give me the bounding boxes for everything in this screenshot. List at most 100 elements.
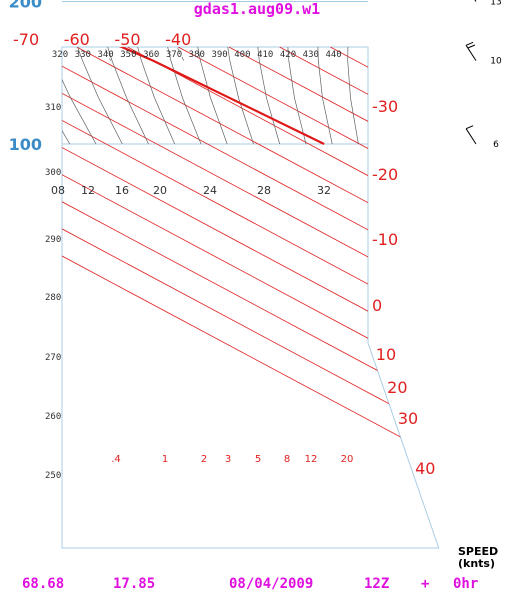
top-isotherm-label: -50 <box>114 30 140 49</box>
dry-adiabat <box>189 47 331 145</box>
isotherm <box>76 47 439 548</box>
isotherm <box>62 47 439 548</box>
dry-adiabat <box>406 47 439 145</box>
theta-top-label: 380 <box>189 50 205 60</box>
wind-speed-value: 10 <box>490 57 502 67</box>
theta-left-label: 250 <box>45 471 61 481</box>
mixing-ratio-label: 1 <box>162 454 168 465</box>
pressure-label: 200 <box>9 0 42 11</box>
moist-adiabat-label: 16 <box>115 184 129 197</box>
footer-date: 08/04/2009 <box>229 576 313 592</box>
dry-adiabat <box>286 47 439 145</box>
theta-left-label: 290 <box>45 235 61 245</box>
theta-top-label: 430 <box>303 50 319 60</box>
dry-adiabat <box>84 47 176 145</box>
wind-barb-shaft <box>465 45 477 61</box>
theta-top-label: 420 <box>280 50 296 60</box>
right-isotherm-label: -20 <box>372 165 398 184</box>
theta-left-label: 280 <box>45 293 61 303</box>
theta-top-label: 410 <box>257 50 273 60</box>
dry-adiabat <box>347 47 439 145</box>
mixing-ratio-label: 12 <box>305 454 318 465</box>
isotherm <box>178 47 439 548</box>
theta-left-label: 260 <box>45 412 61 422</box>
theta-left-label: 300 <box>45 168 61 178</box>
wind-speed-legend-line1: SPEED <box>458 545 498 558</box>
footer-forecast: 0hr <box>453 576 478 592</box>
dry-adiabat <box>434 47 439 145</box>
plot-border <box>61 46 440 549</box>
isotherm <box>127 47 439 548</box>
wind-speed-value: 6 <box>493 140 499 150</box>
isotherm <box>62 47 439 548</box>
isotherm <box>228 47 439 548</box>
right-isotherm-label: 20 <box>387 378 407 397</box>
dry-adiabat <box>0 0 17 144</box>
footer-cycle: 12Z <box>364 576 389 592</box>
dry-adiabat <box>62 47 97 145</box>
top-isotherm-label: -40 <box>165 30 191 49</box>
moist-adiabat-label: 12 <box>81 184 95 197</box>
right-isotherm-label: 30 <box>398 409 418 428</box>
isotherm <box>62 47 439 548</box>
chart-title: gdas1.aug09.w1 <box>194 0 320 18</box>
dry-adiabat <box>317 47 439 145</box>
theta-top-label: 340 <box>97 50 113 60</box>
right-isotherm-label: -10 <box>372 230 398 249</box>
footer-lat: 68.68 <box>22 576 64 592</box>
isotherm <box>380 47 439 548</box>
wind-barb-flag <box>465 41 474 46</box>
wind-barbs: 6101315141596555333321100 <box>465 0 502 150</box>
moist-adiabat-label: 08 <box>51 184 65 197</box>
right-isotherm-label: -30 <box>372 97 398 116</box>
isotherm <box>431 47 439 548</box>
dry-adiabat <box>376 47 439 145</box>
dry-adiabat <box>222 47 382 145</box>
theta-top-label: 350 <box>120 50 136 60</box>
isotherm <box>279 47 439 548</box>
wind-barb-shaft <box>465 128 477 145</box>
mixing-ratio-label: .4 <box>111 454 121 465</box>
footer-lon: 17.85 <box>113 576 155 592</box>
dry-adiabat <box>62 47 71 145</box>
mixing-ratio-label: 3 <box>225 454 231 465</box>
theta-top-label: 320 <box>52 50 68 60</box>
mixing-ratio-label: 2 <box>201 454 207 465</box>
top-isotherm-label: -60 <box>64 30 90 49</box>
right-isotherm-label: 10 <box>376 345 396 364</box>
pressure-grid <box>61 0 440 549</box>
wind-barb-flag <box>465 125 474 130</box>
right-isotherm-label: 0 <box>372 296 382 315</box>
footer-plus: + <box>421 576 429 592</box>
isotherm <box>62 47 439 548</box>
wind-speed-value: 13 <box>490 0 501 7</box>
theta-left-label: 270 <box>45 353 61 363</box>
moist-adiabat-label: 24 <box>203 184 217 197</box>
top-isotherm-label: -70 <box>13 30 39 49</box>
isotherm <box>482 47 506 548</box>
dry-adiabat <box>0 0 44 144</box>
isotherm <box>62 47 439 548</box>
theta-top-label: 330 <box>75 50 91 60</box>
moist-adiabat-label: 32 <box>317 184 331 197</box>
theta-top-label: 440 <box>325 50 341 60</box>
moist-adiabat-label: 20 <box>153 184 167 197</box>
isotherm <box>62 47 439 548</box>
mixing-ratio-label: 20 <box>341 454 354 465</box>
isotherm <box>62 47 439 548</box>
theta-top-label: 360 <box>143 50 159 60</box>
theta-top-label: 400 <box>234 50 250 60</box>
pressure-label: 100 <box>9 135 42 154</box>
wind-barb-flag <box>467 44 476 49</box>
axis-labels: 10020030040050060070080090010001050-100-… <box>9 0 436 481</box>
dry-adiabat-lines <box>0 0 439 145</box>
wind-barb-shaft <box>474 0 477 2</box>
right-isotherm-label: 40 <box>415 459 435 478</box>
wind-speed-legend-line2: (knts) <box>458 557 495 570</box>
theta-left-label: 310 <box>45 103 61 113</box>
moist-adiabat-label: 28 <box>257 184 271 197</box>
mixing-ratio-label: 8 <box>284 454 290 465</box>
theta-top-label: 390 <box>211 50 227 60</box>
mixing-ratio-label: 5 <box>255 454 261 465</box>
